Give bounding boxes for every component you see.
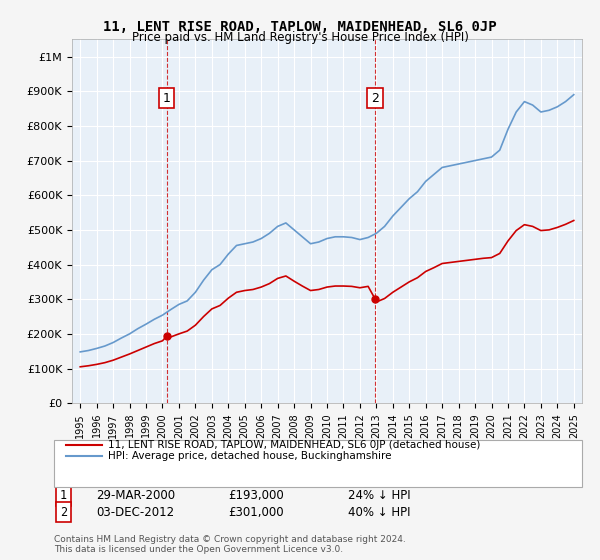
Text: 1: 1	[60, 489, 67, 502]
Text: 1: 1	[163, 92, 170, 105]
Text: 2: 2	[60, 506, 67, 519]
Text: £193,000: £193,000	[228, 489, 284, 502]
Text: HPI: Average price, detached house, Buckinghamshire: HPI: Average price, detached house, Buck…	[108, 451, 392, 461]
Text: 2: 2	[371, 92, 379, 105]
Text: 24% ↓ HPI: 24% ↓ HPI	[348, 489, 410, 502]
Text: 11, LENT RISE ROAD, TAPLOW, MAIDENHEAD, SL6 0JP (detached house): 11, LENT RISE ROAD, TAPLOW, MAIDENHEAD, …	[108, 440, 481, 450]
Text: £301,000: £301,000	[228, 506, 284, 519]
Text: 29-MAR-2000: 29-MAR-2000	[96, 489, 175, 502]
Text: 03-DEC-2012: 03-DEC-2012	[96, 506, 174, 519]
Text: Contains HM Land Registry data © Crown copyright and database right 2024.
This d: Contains HM Land Registry data © Crown c…	[54, 535, 406, 554]
Text: 11, LENT RISE ROAD, TAPLOW, MAIDENHEAD, SL6 0JP: 11, LENT RISE ROAD, TAPLOW, MAIDENHEAD, …	[103, 20, 497, 34]
Text: 40% ↓ HPI: 40% ↓ HPI	[348, 506, 410, 519]
Text: Price paid vs. HM Land Registry's House Price Index (HPI): Price paid vs. HM Land Registry's House …	[131, 31, 469, 44]
